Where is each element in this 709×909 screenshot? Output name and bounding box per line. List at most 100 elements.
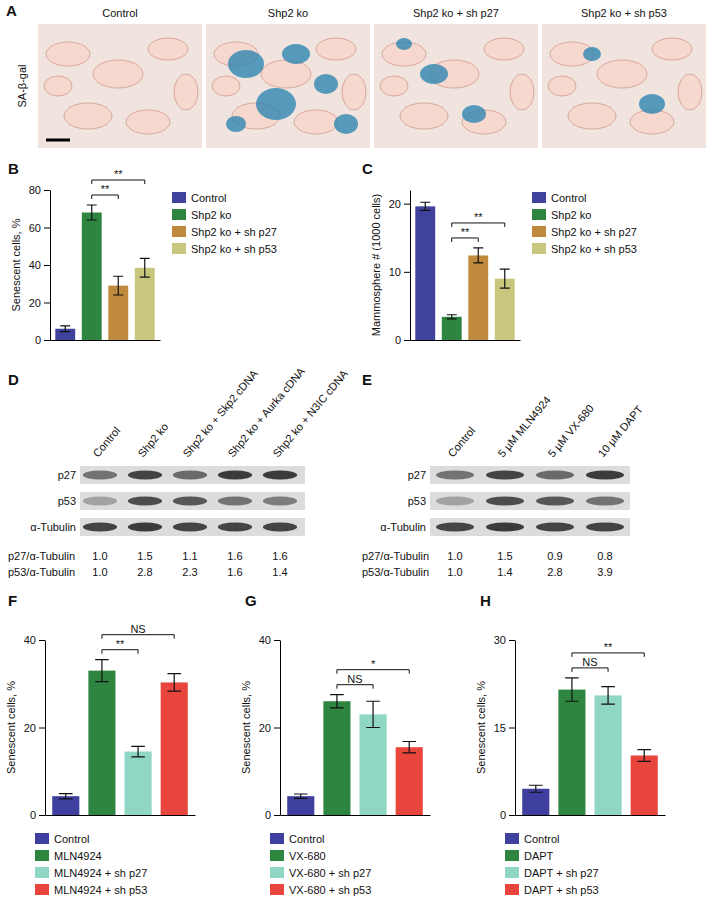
tick-label: 60 [29, 222, 41, 234]
blot-band [83, 497, 117, 506]
panel-label: E [362, 371, 372, 388]
legend: ControlShp2 koShp2 ko + sh p27Shp2 ko + … [172, 192, 277, 255]
bar [631, 756, 658, 816]
blot-band [173, 471, 207, 480]
legend: ControlVX-680VX-680 + sh p27VX-680 + sh … [270, 833, 371, 896]
plot-area [415, 202, 514, 340]
axis-line [45, 641, 46, 816]
blot-band [486, 497, 524, 506]
ratio-value: 1.4 [272, 566, 287, 578]
bar [161, 682, 188, 815]
blot-strip [430, 518, 630, 536]
legend-swatch [505, 867, 519, 878]
ratio-value: 3.9 [597, 566, 612, 578]
significance-bracket [92, 195, 119, 199]
legend-label: Shp2 ko + sh p27 [191, 226, 277, 238]
tick: 0 [395, 334, 410, 346]
blot-band [436, 523, 474, 532]
tick-label: 40 [29, 259, 41, 271]
error-bar [59, 794, 73, 799]
tick-mark [44, 303, 50, 304]
legend-swatch [270, 833, 284, 844]
significance-label: NS [130, 623, 145, 635]
ratio-value: 1.0 [92, 566, 107, 578]
legend-label: Shp2 ko [551, 209, 591, 221]
micrograph [206, 24, 370, 148]
ratio-label: p27/α-Tubulin [362, 550, 429, 562]
image-background [374, 24, 538, 148]
legend-swatch [35, 867, 49, 878]
error-bar [402, 742, 416, 753]
bar [135, 268, 155, 340]
tick-mark [404, 340, 410, 341]
legend-label: MLN4924 + sh p53 [54, 884, 147, 896]
tick: 20 [259, 722, 280, 734]
significance-label: ** [461, 226, 470, 238]
legend: ControlMLN4924MLN4924 + sh p27MLN4924 + … [35, 833, 147, 896]
error-bar [637, 750, 651, 762]
bar [442, 317, 462, 340]
blot-strip [430, 492, 630, 510]
tick-mark [274, 728, 280, 729]
tick-mark [39, 728, 45, 729]
significance-label: ** [474, 211, 483, 223]
error-bar [167, 674, 181, 692]
tick-mark [44, 190, 50, 191]
tick: 0 [265, 809, 280, 821]
band-label: α-Tubulin [30, 521, 76, 533]
blot-strip [80, 492, 305, 510]
blot-band [173, 523, 207, 532]
stain [256, 88, 296, 120]
lane-label: Control [445, 424, 477, 459]
legend-label: DAPT [524, 850, 554, 862]
blot-band [128, 471, 162, 480]
legend-swatch [505, 833, 519, 844]
legend-swatch [172, 192, 186, 203]
tick: 0 [500, 809, 515, 821]
error-bar [601, 687, 615, 705]
tick-mark [44, 340, 50, 341]
bar [396, 747, 423, 815]
band-label: p27 [58, 469, 76, 481]
blot-band [536, 471, 574, 480]
cell [212, 76, 240, 96]
tick-mark [39, 815, 45, 816]
y-axis: 01020 [389, 191, 411, 347]
legend-swatch [532, 192, 546, 203]
blot-band [128, 523, 162, 532]
blot-band [586, 497, 624, 506]
error-bar [366, 701, 380, 727]
scale-bar [46, 139, 70, 142]
lane-label: 5 µM VX-680 [545, 402, 596, 459]
stain [334, 114, 358, 134]
ratio-value: 1.5 [497, 550, 512, 562]
cell [261, 60, 311, 88]
y-axis: 020406080 [29, 184, 51, 346]
ratio-value: 0.8 [597, 550, 612, 562]
tick: 60 [29, 222, 50, 234]
blot-band [218, 523, 252, 532]
panel-label: D [8, 371, 19, 388]
tick-label: 0 [35, 334, 41, 346]
blot-band [486, 523, 524, 532]
tick-label: 40 [24, 634, 36, 646]
axis-line [515, 641, 516, 816]
legend: ControlDAPTDAPT + sh p27DAPT + sh p53 [505, 833, 599, 896]
column-label: Shp2 ko + sh p27 [413, 7, 499, 19]
ratio-value: 1.4 [497, 566, 512, 578]
micrograph [374, 24, 538, 148]
micrograph [542, 24, 706, 148]
lane-label: 5 µM MLN4924 [495, 394, 553, 460]
tick: 80 [29, 184, 50, 196]
ratio-value: 1.5 [137, 550, 152, 562]
blot-strip [80, 466, 305, 484]
legend-swatch [270, 867, 284, 878]
lane-label: 10 µM DAPT [595, 403, 645, 459]
ratio-value: 2.8 [137, 566, 152, 578]
significance-bracket [102, 635, 174, 639]
tick-label: 0 [395, 334, 401, 346]
blot-band [436, 497, 474, 506]
tick-label: 10 [389, 266, 401, 278]
ratio-value: 1.1 [182, 550, 197, 562]
x-axis [281, 815, 431, 816]
